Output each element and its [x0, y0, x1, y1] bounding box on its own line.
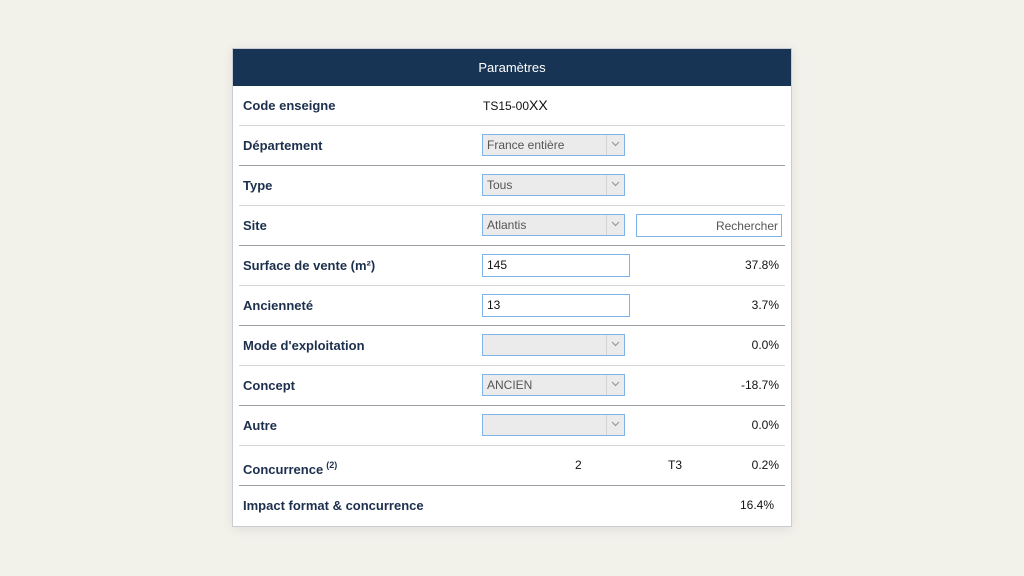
row-autre: Autre 0.0%: [239, 406, 785, 446]
parameters-panel: Paramètres Code enseigne TS15-00XX Dépar…: [232, 48, 792, 527]
impact-label: Impact format & concurrence: [243, 498, 424, 513]
code-enseigne-value: TS15-00XX: [483, 86, 548, 125]
concept-label: Concept: [243, 378, 295, 393]
surface-pct: 37.8%: [744, 258, 779, 272]
chevron-down-icon: [606, 215, 624, 235]
parameters-list: Code enseigne TS15-00XX Département Fran…: [233, 86, 791, 525]
site-label: Site: [243, 218, 267, 233]
mode-pct: 0.0%: [751, 338, 779, 352]
row-surface: Surface de vente (m²) 145 37.8%: [239, 246, 785, 286]
type-label: Type: [243, 178, 273, 193]
chevron-down-icon: [606, 335, 624, 355]
row-mode-exploitation: Mode d'exploitation 0.0%: [239, 326, 785, 366]
chevron-down-icon: [606, 135, 624, 155]
type-selected: Tous: [487, 178, 513, 192]
departement-label: Département: [243, 138, 323, 153]
concept-selected: ANCIEN: [487, 378, 533, 392]
panel-header: Paramètres: [233, 49, 791, 86]
concurrence-pct: 0.2%: [751, 458, 779, 472]
code-enseigne-suffix: XX: [529, 97, 548, 113]
row-anciennete: Ancienneté 13 3.7%: [239, 286, 785, 326]
row-impact: Impact format & concurrence 16.4%: [239, 486, 785, 525]
site-selected: Atlantis: [487, 218, 527, 232]
concurrence-label: Concurrence (2): [243, 446, 337, 485]
surface-input[interactable]: 145: [482, 254, 630, 277]
chevron-down-icon: [606, 175, 624, 195]
row-site: Site Atlantis: [239, 206, 785, 246]
concurrence-label-text: Concurrence: [243, 462, 324, 477]
code-enseigne-label: Code enseigne: [243, 98, 336, 113]
row-code-enseigne: Code enseigne TS15-00XX: [239, 86, 785, 126]
autre-label: Autre: [243, 418, 277, 433]
surface-label: Surface de vente (m²): [243, 258, 376, 273]
concept-pct: -18.7%: [740, 378, 779, 392]
site-select[interactable]: Atlantis: [482, 214, 625, 236]
row-type: Type Tous: [239, 166, 785, 206]
concurrence-tier: T3: [668, 458, 683, 472]
panel-title: Paramètres: [478, 60, 546, 75]
row-concurrence: Concurrence (2) 2 T3 0.2%: [239, 446, 785, 486]
departement-selected: France entière: [487, 138, 565, 152]
type-select[interactable]: Tous: [482, 174, 625, 196]
autre-pct: 0.0%: [751, 418, 779, 432]
chevron-down-icon: [606, 375, 624, 395]
row-departement: Département France entière: [239, 126, 785, 166]
anciennete-pct: 3.7%: [751, 298, 779, 312]
autre-select[interactable]: [482, 414, 625, 436]
concept-select[interactable]: ANCIEN: [482, 374, 625, 396]
site-search-input[interactable]: [636, 214, 782, 237]
code-enseigne-prefix: TS15-00: [483, 99, 530, 113]
departement-select[interactable]: France entière: [482, 134, 625, 156]
anciennete-label: Ancienneté: [243, 298, 314, 313]
impact-pct: 16.4%: [739, 498, 774, 512]
chevron-down-icon: [606, 415, 624, 435]
mode-select[interactable]: [482, 334, 625, 356]
concurrence-note: (2): [326, 460, 338, 470]
mode-label: Mode d'exploitation: [243, 338, 365, 353]
anciennete-input[interactable]: 13: [482, 294, 630, 317]
row-concept: Concept ANCIEN -18.7%: [239, 366, 785, 406]
concurrence-count: 2: [575, 458, 582, 472]
